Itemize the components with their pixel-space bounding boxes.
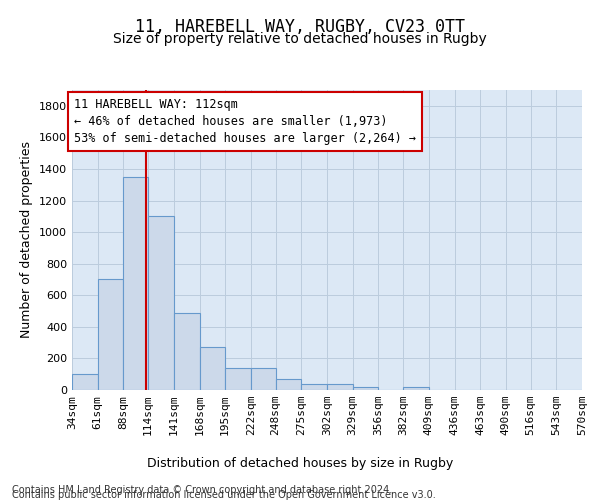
Bar bbox=[98, 280, 124, 390]
Bar bbox=[275, 379, 301, 390]
Bar bbox=[403, 387, 429, 390]
Text: Contains HM Land Registry data © Crown copyright and database right 2024.: Contains HM Land Registry data © Crown c… bbox=[12, 485, 392, 495]
Bar bbox=[353, 387, 379, 390]
Bar bbox=[124, 177, 148, 390]
Bar bbox=[72, 374, 98, 390]
Text: Contains public sector information licensed under the Open Government Licence v3: Contains public sector information licen… bbox=[12, 490, 436, 500]
Text: 11, HAREBELL WAY, RUGBY, CV23 0TT: 11, HAREBELL WAY, RUGBY, CV23 0TT bbox=[135, 18, 465, 36]
Bar bbox=[174, 312, 199, 390]
Bar bbox=[148, 216, 174, 390]
Bar bbox=[199, 348, 225, 390]
Bar bbox=[251, 368, 275, 390]
Bar bbox=[301, 384, 327, 390]
Text: 11 HAREBELL WAY: 112sqm
← 46% of detached houses are smaller (1,973)
53% of semi: 11 HAREBELL WAY: 112sqm ← 46% of detache… bbox=[74, 98, 416, 145]
Bar bbox=[327, 384, 353, 390]
Text: Distribution of detached houses by size in Rugby: Distribution of detached houses by size … bbox=[147, 458, 453, 470]
Y-axis label: Number of detached properties: Number of detached properties bbox=[20, 142, 34, 338]
Bar bbox=[225, 368, 251, 390]
Text: Size of property relative to detached houses in Rugby: Size of property relative to detached ho… bbox=[113, 32, 487, 46]
